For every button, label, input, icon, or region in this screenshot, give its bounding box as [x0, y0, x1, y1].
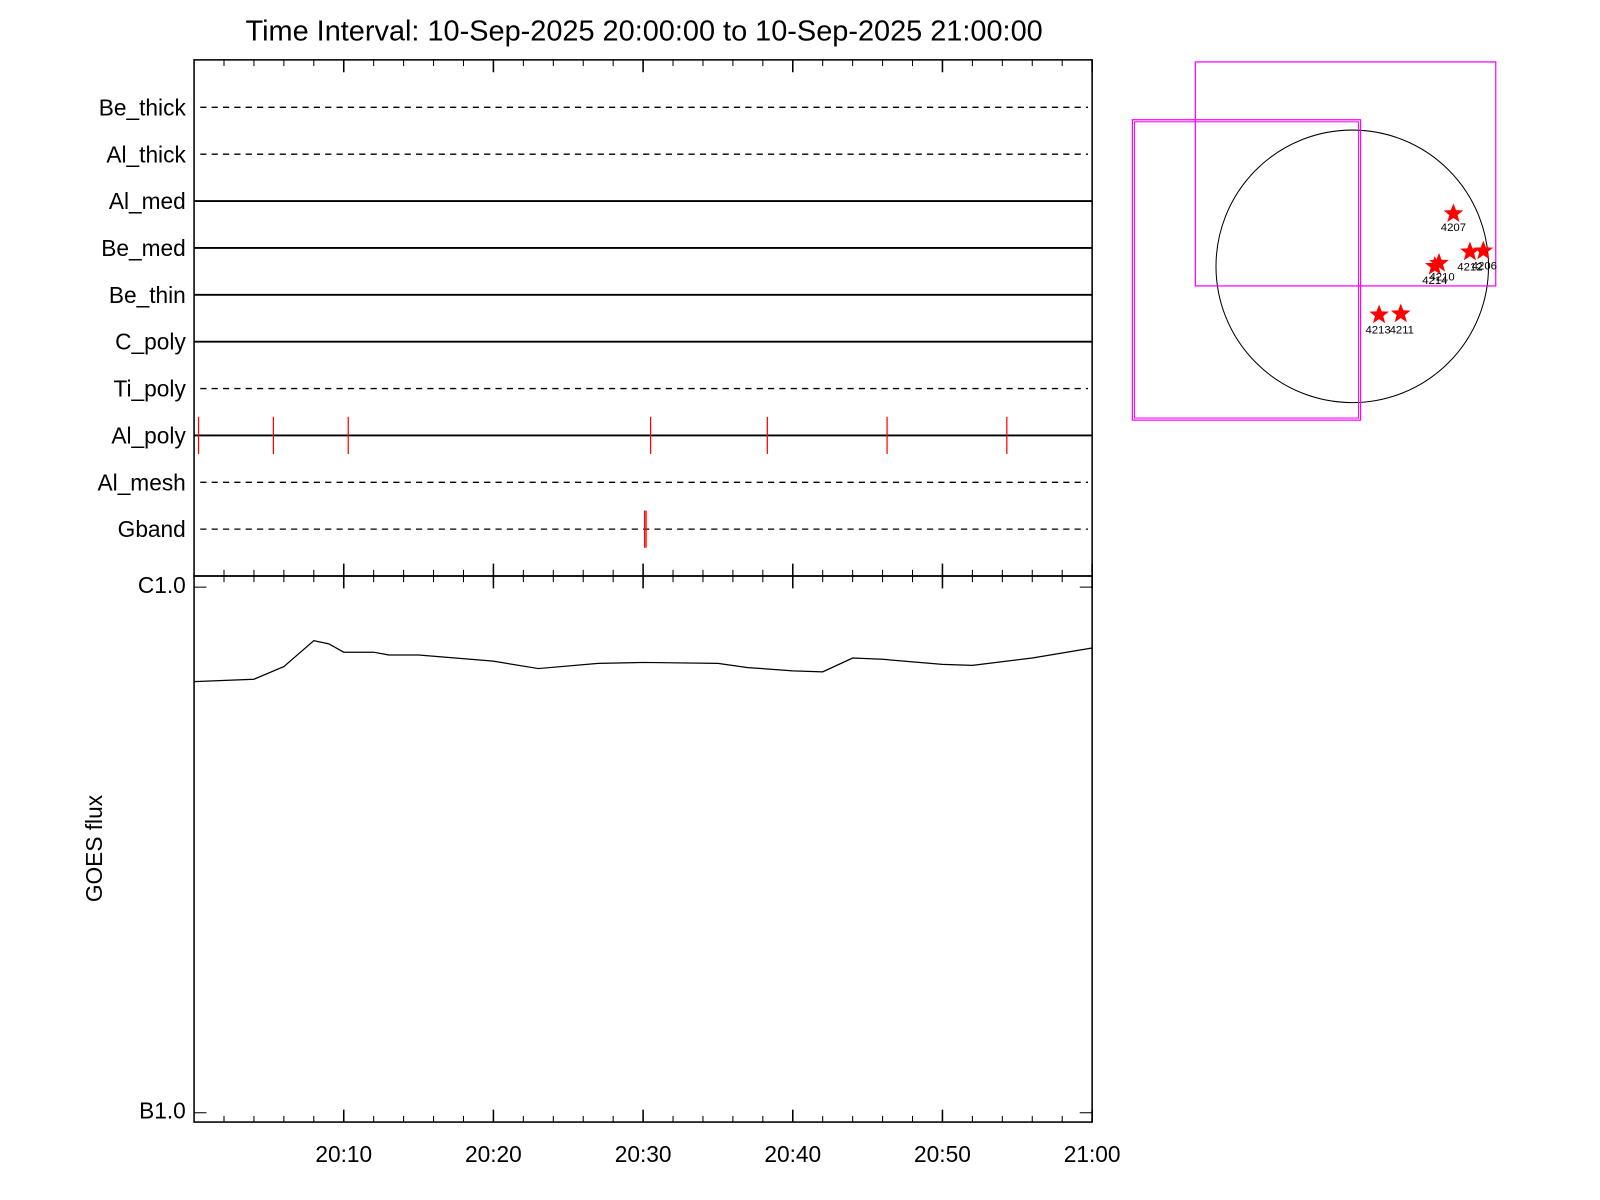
chart-title: Time Interval: 10-Sep-2025 20:00:00 to 1…: [246, 16, 1043, 48]
events-frame: [193, 59, 1093, 577]
filter-label: Al_poly: [111, 422, 186, 448]
region-star: [1443, 203, 1464, 223]
region-label: 4214: [1422, 275, 1447, 287]
region-star: [1390, 303, 1411, 323]
flux-line: [194, 639, 1093, 683]
filter-label: Be_thin: [109, 282, 186, 308]
region-label: 4206: [1472, 260, 1497, 272]
region-label: 4211: [1390, 324, 1414, 336]
x-tick-label: 20:30: [615, 1141, 672, 1167]
region-star: [1429, 252, 1449, 272]
y-tick-label: C1.0: [138, 572, 186, 598]
flux-frame: [193, 575, 1093, 1123]
region-label: 4207: [1441, 222, 1466, 234]
filter-label: Be_thick: [99, 94, 187, 120]
filter-label: Al_thick: [106, 141, 186, 167]
region-label: 4210: [1429, 272, 1454, 284]
x-tick-label: 20:50: [914, 1141, 971, 1167]
x-tick-label: 20:40: [764, 1141, 821, 1167]
x-tick-label: 21:00: [1064, 1141, 1121, 1167]
y-tick-label: B1.0: [139, 1098, 186, 1124]
filter-label: Ti_poly: [114, 376, 187, 402]
fov-box: [1133, 121, 1359, 419]
fov-box: [1194, 61, 1497, 287]
x-tick-label: 20:20: [465, 1141, 522, 1167]
region-star: [1473, 240, 1494, 260]
region-label: 4212: [1457, 261, 1482, 273]
filter-label: Gband: [118, 516, 186, 542]
filter-label: Al_mesh: [98, 469, 186, 495]
sun-map: [1131, 61, 1497, 421]
filter-label: C_poly: [115, 329, 186, 355]
region-label: 4213: [1365, 324, 1390, 336]
fov-box: [1131, 119, 1362, 421]
y-axis-label: GOES flux: [81, 794, 107, 902]
region-star: [1369, 304, 1389, 324]
solar-disk: [1215, 129, 1490, 404]
filter-label: Al_med: [109, 188, 186, 214]
filter-label: Be_med: [101, 235, 186, 261]
x-tick-label: 20:10: [315, 1141, 372, 1167]
region-star: [1460, 241, 1480, 261]
